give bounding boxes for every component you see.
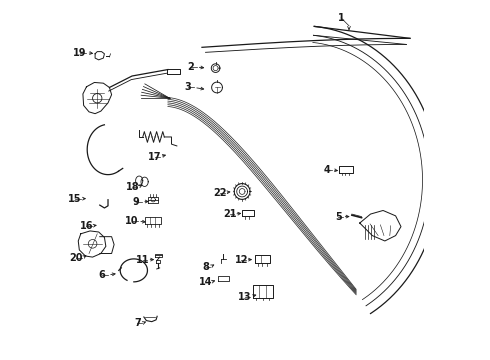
Text: 5: 5 — [335, 212, 342, 221]
Text: 13: 13 — [238, 292, 252, 302]
Text: 12: 12 — [235, 255, 248, 265]
Text: 4: 4 — [324, 165, 331, 175]
Text: 15: 15 — [68, 194, 81, 204]
Text: 16: 16 — [80, 221, 93, 231]
Text: 22: 22 — [213, 188, 227, 198]
Text: 7: 7 — [134, 319, 141, 328]
Text: 1: 1 — [338, 13, 344, 23]
Text: 9: 9 — [132, 197, 139, 207]
Text: 20: 20 — [70, 253, 83, 263]
Text: 21: 21 — [223, 209, 237, 219]
Text: 18: 18 — [126, 182, 140, 192]
Text: 3: 3 — [184, 82, 191, 93]
Text: 14: 14 — [199, 277, 212, 287]
Text: 17: 17 — [148, 152, 161, 162]
Text: 19: 19 — [74, 48, 87, 58]
Text: 11: 11 — [136, 255, 149, 265]
Text: 2: 2 — [187, 62, 194, 72]
Text: 6: 6 — [98, 270, 105, 280]
Text: 10: 10 — [125, 216, 139, 226]
Text: 8: 8 — [202, 262, 209, 272]
